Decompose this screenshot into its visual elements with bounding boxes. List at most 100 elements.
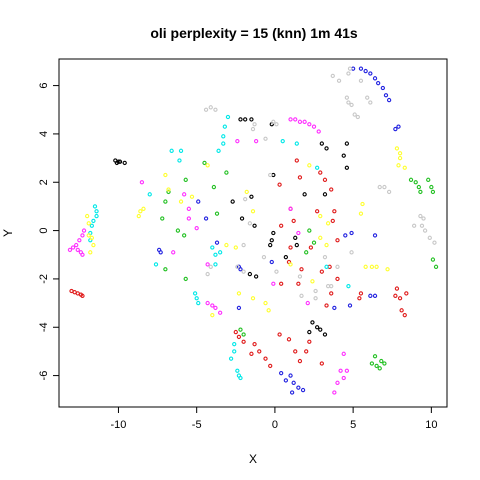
data-point — [277, 332, 282, 337]
data-point — [293, 117, 298, 122]
data-point — [396, 163, 401, 168]
data-point — [430, 189, 436, 195]
data-point — [213, 107, 218, 112]
data-point — [166, 189, 171, 195]
data-point — [210, 245, 215, 250]
data-point — [163, 199, 168, 204]
data-point — [394, 286, 400, 291]
data-point — [347, 303, 353, 308]
data-point — [319, 269, 324, 274]
chart-title: oli perplexity = 15 (knn) 1m 41s — [150, 25, 358, 41]
data-point — [178, 148, 184, 153]
data-point — [433, 264, 439, 269]
data-point — [233, 329, 238, 335]
data-point — [352, 112, 357, 117]
y-tick-label: -6 — [38, 371, 50, 381]
data-point — [297, 119, 303, 124]
data-point — [243, 197, 248, 202]
data-point — [141, 206, 146, 211]
data-point — [296, 281, 301, 286]
data-point — [369, 264, 375, 269]
data-point — [182, 192, 187, 197]
data-point — [92, 204, 98, 209]
data-point — [338, 368, 343, 373]
data-point — [335, 264, 340, 269]
data-point — [279, 223, 284, 228]
data-point — [271, 119, 276, 124]
data-point — [288, 206, 293, 211]
data-point — [202, 160, 207, 166]
data-point — [314, 209, 320, 214]
data-point — [194, 296, 199, 301]
data-point — [238, 327, 243, 332]
data-point — [88, 250, 93, 255]
data-point — [368, 100, 373, 105]
data-point — [247, 271, 253, 277]
data-point — [138, 209, 143, 214]
data-point — [277, 182, 282, 187]
data-point — [293, 349, 298, 354]
data-point — [325, 284, 331, 289]
data-point — [365, 95, 370, 100]
data-point — [77, 238, 82, 243]
data-point — [382, 361, 387, 366]
data-point — [250, 296, 256, 301]
data-point — [230, 199, 235, 204]
data-points — [67, 66, 439, 395]
data-point — [344, 165, 350, 170]
data-point — [232, 342, 237, 347]
data-point — [205, 262, 210, 267]
data-point — [250, 126, 256, 132]
data-point — [307, 228, 312, 233]
data-point — [336, 78, 342, 83]
x-axis-label: X — [249, 452, 257, 466]
data-point — [344, 95, 350, 100]
data-point — [322, 332, 328, 337]
data-point — [268, 363, 273, 369]
data-point — [408, 177, 414, 182]
data-point — [346, 71, 351, 76]
data-point — [308, 245, 314, 250]
data-point — [332, 305, 337, 311]
data-point — [372, 76, 378, 81]
data-point — [189, 194, 195, 199]
data-point — [355, 114, 360, 120]
data-point — [314, 165, 320, 170]
data-point — [330, 218, 335, 224]
data-point — [349, 230, 354, 236]
data-point — [183, 177, 188, 182]
data-point — [358, 291, 364, 296]
data-point — [236, 291, 242, 296]
data-point — [252, 223, 257, 228]
data-point — [357, 296, 362, 301]
data-point — [363, 68, 368, 74]
data-point — [236, 334, 242, 340]
data-point — [413, 180, 418, 185]
data-point — [358, 78, 364, 83]
data-point — [311, 124, 317, 129]
data-point — [80, 252, 85, 257]
data-point — [324, 146, 329, 151]
data-point — [158, 250, 163, 255]
data-point — [329, 187, 334, 192]
data-point — [288, 117, 293, 122]
data-point — [360, 201, 365, 207]
data-point — [377, 184, 382, 190]
y-tick-label: -2 — [38, 274, 50, 284]
data-point — [299, 293, 304, 298]
data-point — [399, 308, 404, 313]
data-point — [211, 184, 217, 190]
y-tick-label: 4 — [38, 131, 50, 137]
data-point — [288, 373, 293, 378]
data-point — [386, 189, 392, 195]
data-point — [213, 305, 218, 311]
data-point — [372, 233, 378, 238]
data-point — [397, 155, 403, 161]
data-point — [89, 223, 95, 228]
data-point — [297, 274, 303, 279]
data-point — [233, 245, 238, 250]
data-point — [205, 163, 210, 168]
data-point — [296, 385, 301, 390]
data-point — [347, 66, 353, 71]
data-point — [169, 148, 174, 153]
